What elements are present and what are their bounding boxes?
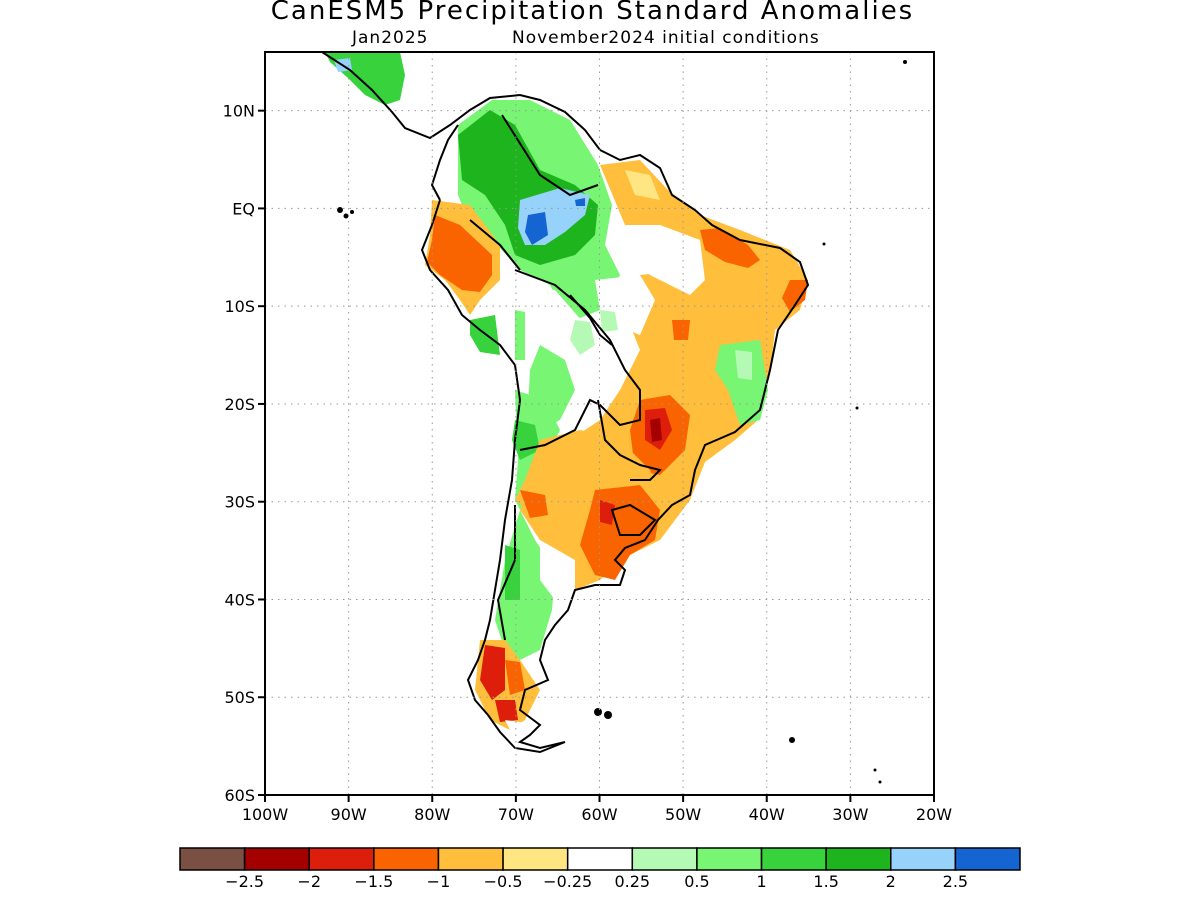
colorbar-swatch bbox=[825, 847, 892, 871]
colorbar-label: 2 bbox=[886, 872, 896, 891]
islands bbox=[337, 60, 907, 784]
lat-tick-label: 30S bbox=[224, 493, 255, 512]
lon-tick-label: 100W bbox=[242, 805, 289, 824]
colorbar-swatch bbox=[373, 847, 440, 871]
lat-tick-label: 10N bbox=[223, 102, 255, 121]
colorbar-label: −1 bbox=[427, 872, 451, 891]
colorbar-label: 1.5 bbox=[813, 872, 838, 891]
lat-tick-label: 20S bbox=[224, 395, 255, 414]
colorbar-swatch bbox=[760, 847, 827, 871]
lon-tick-label: 30W bbox=[832, 805, 868, 824]
colorbar-label: 0.25 bbox=[614, 872, 650, 891]
lon-tick-label: 40W bbox=[749, 805, 785, 824]
lat-tick-label: 40S bbox=[224, 590, 255, 609]
colorbar: −2.5 −2 −1.5 −1 −0.5 −0.25 0.25 0.5 1 1.5 2 2.5 bbox=[179, 847, 1021, 891]
forecast-month: Jan2025 bbox=[352, 28, 429, 48]
initial-conditions: November2024 initial conditions bbox=[512, 28, 820, 48]
lat-tick-label: 10S bbox=[224, 297, 255, 316]
lat-tick-label: EQ bbox=[232, 199, 255, 218]
lat-tick-label: 50S bbox=[224, 688, 255, 707]
colorbar-swatch bbox=[437, 847, 504, 871]
lon-tick-label: 50W bbox=[665, 805, 701, 824]
colorbar-swatch bbox=[890, 847, 957, 871]
lon-tick-label: 90W bbox=[331, 805, 367, 824]
coastlines bbox=[321, 52, 810, 754]
colorbar-swatch bbox=[566, 847, 634, 871]
anomaly-field bbox=[325, 52, 808, 750]
colorbar-label: 0.5 bbox=[684, 872, 709, 891]
colorbar-label: −2 bbox=[297, 872, 321, 891]
colorbar-swatch bbox=[631, 847, 698, 871]
lon-tick-label: 80W bbox=[414, 805, 450, 824]
colorbar-label: −1.5 bbox=[354, 872, 393, 891]
lon-tick-label: 20W bbox=[916, 805, 952, 824]
map-title: CanESM5 Precipitation Standard Anomalies bbox=[270, 0, 915, 26]
colorbar-label: 1 bbox=[756, 872, 766, 891]
colorbar-label: −0.25 bbox=[543, 872, 592, 891]
colorbar-swatch bbox=[243, 847, 310, 871]
colorbar-label: −0.5 bbox=[484, 872, 523, 891]
colorbar-label: 2.5 bbox=[943, 872, 968, 891]
lat-tick-label: 60S bbox=[224, 786, 255, 805]
colorbar-swatch bbox=[179, 847, 246, 871]
grid-lines bbox=[265, 52, 934, 795]
colorbar-swatch bbox=[696, 847, 763, 871]
lon-tick-label: 60W bbox=[581, 805, 617, 824]
colorbar-swatch bbox=[502, 847, 569, 871]
colorbar-swatch bbox=[954, 847, 1021, 871]
lon-tick-label: 70W bbox=[498, 805, 534, 824]
colorbar-label: −2.5 bbox=[225, 872, 264, 891]
colorbar-swatch bbox=[308, 847, 375, 871]
